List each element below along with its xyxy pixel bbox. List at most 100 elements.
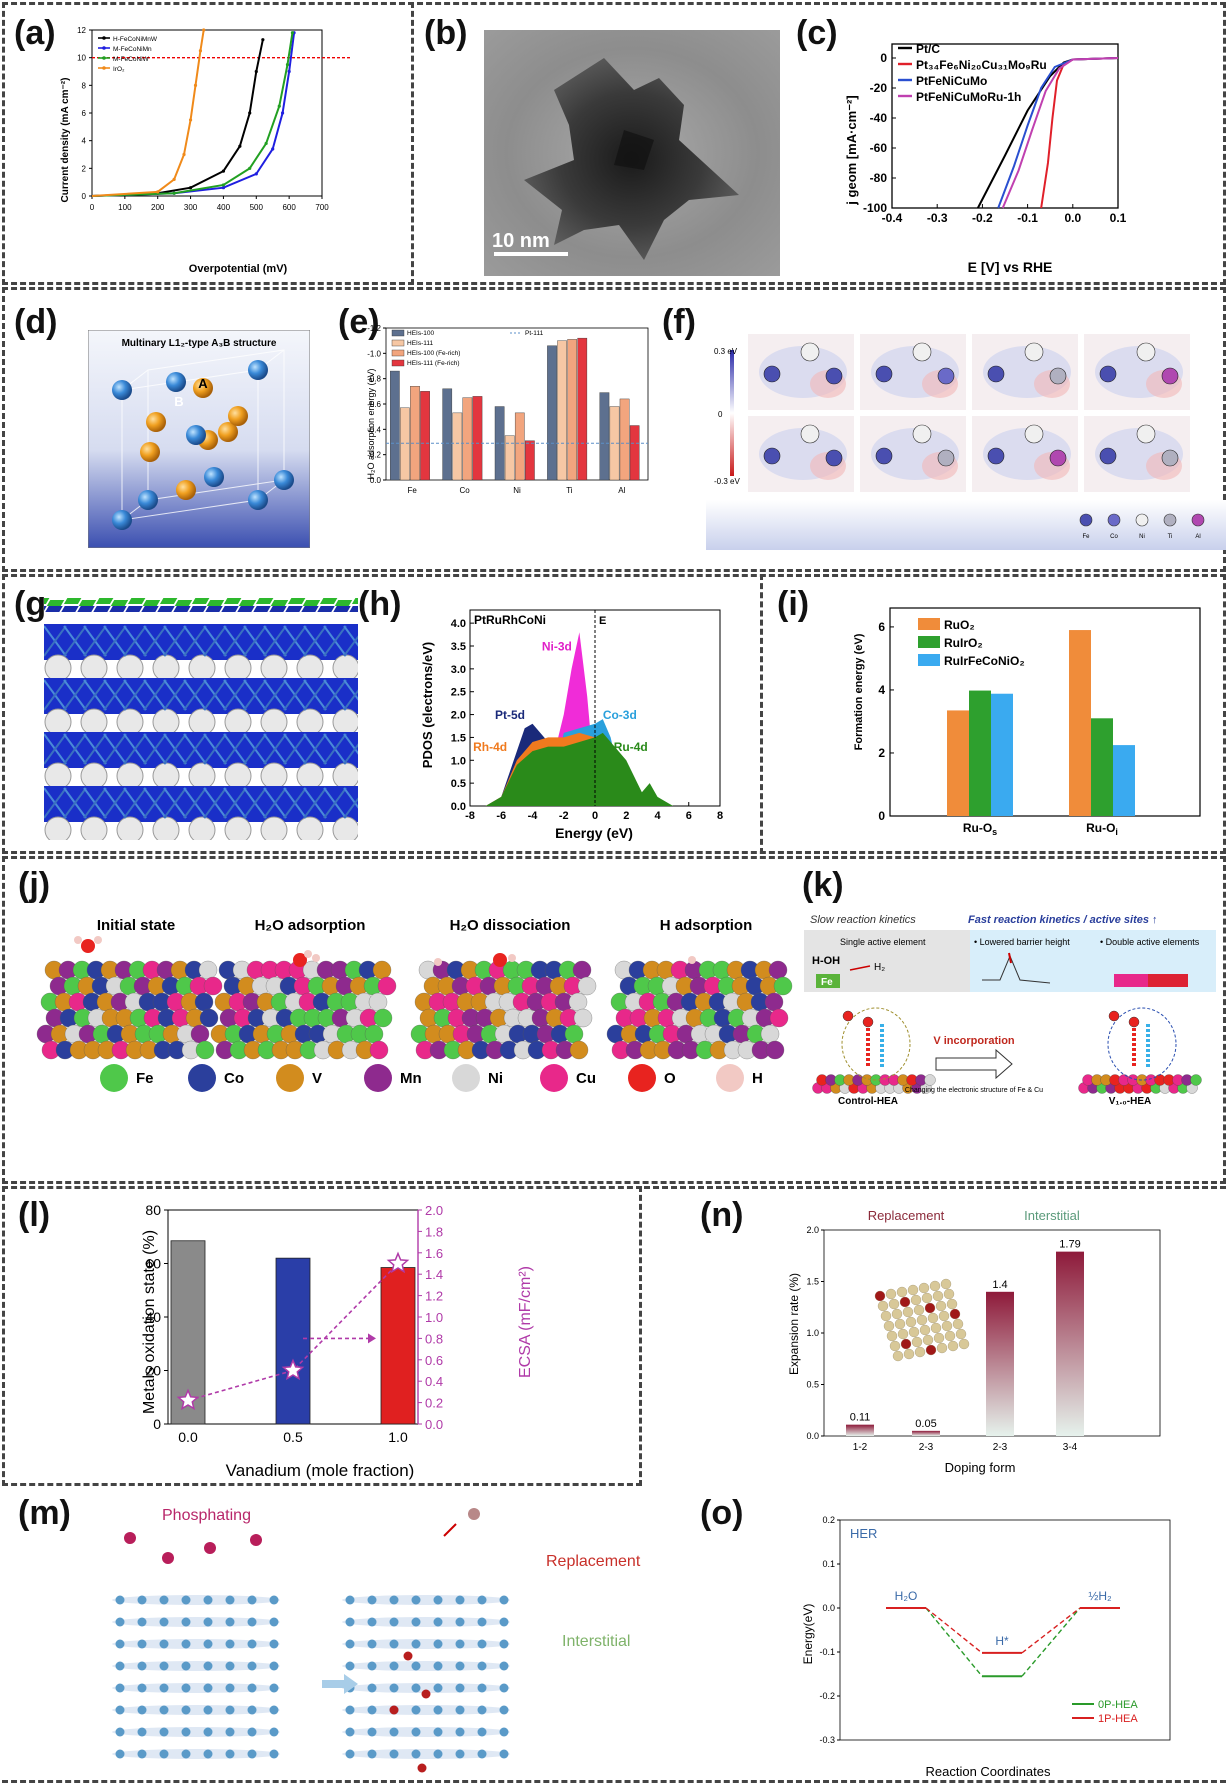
lattice-atom <box>225 1705 235 1715</box>
atom <box>1161 367 1179 385</box>
x-tick-label: 400 <box>217 203 231 212</box>
surface-atom <box>223 598 242 604</box>
lattice-atom <box>203 1683 213 1693</box>
atom-a <box>146 412 166 432</box>
atom-white <box>152 816 180 840</box>
lattice-atom <box>411 1749 421 1759</box>
legend-label: O <box>664 1070 676 1087</box>
lattice-atom <box>181 1639 191 1649</box>
atom-white <box>224 654 252 682</box>
replaced-atom <box>468 1508 480 1520</box>
legend-label: M-FeCoNiW <box>113 56 150 63</box>
lattice-atom <box>247 1595 257 1605</box>
lattice-atom <box>247 1683 257 1693</box>
lattice-plane <box>112 1661 280 1671</box>
y-tick-label: 2.0 <box>451 710 466 722</box>
lattice-atom <box>203 1727 213 1737</box>
surface-atom <box>221 606 239 612</box>
data-point <box>182 152 186 157</box>
lattice-atom <box>455 1661 465 1671</box>
bond <box>143 787 167 819</box>
y2-tick-label: 0.8 <box>425 1331 443 1346</box>
legend-atom-H <box>716 1064 744 1092</box>
panel-label-n: (n) <box>700 1196 744 1234</box>
bar-Ti-0 <box>547 345 557 481</box>
lattice-atom <box>345 1639 355 1649</box>
bond <box>44 733 67 765</box>
lattice-atom <box>367 1595 377 1605</box>
atom-white <box>116 762 144 790</box>
lattice-atom <box>137 1727 147 1737</box>
surface-atom <box>141 606 159 612</box>
legend-label: H-FeCoNiMnW <box>113 36 158 43</box>
legend-label: IrO₂ <box>113 66 125 73</box>
lattice-atom <box>159 1595 169 1605</box>
cube-atom <box>889 1340 901 1352</box>
atom <box>825 449 843 467</box>
atom-white <box>332 654 358 682</box>
data-point <box>248 166 252 170</box>
cube-atom <box>941 1320 953 1332</box>
lattice-atom <box>181 1617 191 1627</box>
legend-swatch <box>918 636 940 648</box>
bar-Ti-2 <box>567 339 578 481</box>
cube-atom <box>949 1308 961 1320</box>
surface-atom <box>237 606 255 612</box>
lattice-atom <box>269 1749 279 1759</box>
control-hea: Control-HEA <box>838 1096 898 1107</box>
atom-white <box>296 708 324 736</box>
bar-Co-1 <box>452 412 463 481</box>
v10-hea: V₁.₀-HEA <box>1109 1096 1152 1107</box>
y-tick-label: 0.0 <box>451 801 466 813</box>
hydrogen-atom <box>434 958 442 966</box>
legend-label: PtFeNiCuMo <box>916 74 987 88</box>
data-point <box>248 111 252 115</box>
x-tick-label: 1-2 <box>853 1442 868 1453</box>
bar-3 <box>1056 1251 1084 1436</box>
atom-white <box>332 762 358 790</box>
lattice-plane <box>112 1683 280 1693</box>
surface-atom <box>157 606 175 612</box>
y-tick-label: 0.0 <box>806 1431 819 1441</box>
cube-atom <box>888 1298 900 1310</box>
y-tick-label: 40 <box>145 1309 161 1325</box>
atom <box>875 447 893 465</box>
bond <box>63 625 87 657</box>
cube-atom <box>916 1314 928 1326</box>
bond <box>223 733 247 765</box>
atom <box>800 342 820 362</box>
dopant-atom <box>421 1689 431 1699</box>
surface-atom <box>255 598 274 604</box>
panel-label-m: (m) <box>18 1494 71 1532</box>
slab-atom <box>760 1024 780 1044</box>
bond <box>243 625 267 657</box>
cube-atom <box>905 1316 917 1328</box>
phosphorus-atom <box>204 1542 216 1554</box>
slab-atom <box>190 1024 210 1044</box>
bond <box>263 733 287 765</box>
lattice-atom <box>269 1617 279 1627</box>
bond <box>283 679 307 711</box>
legend-swatch <box>391 339 405 347</box>
slab-atom <box>377 976 397 996</box>
lattice-atom <box>269 1661 279 1671</box>
subscript: i <box>1115 827 1118 837</box>
atom <box>875 365 893 383</box>
legend-label: Fe <box>1082 534 1090 540</box>
bar-Al-0 <box>599 392 610 481</box>
panel-label-l: (l) <box>18 1196 51 1234</box>
series-label: Ni-3d <box>542 640 572 654</box>
y-tick-label: -0.8 <box>367 375 381 384</box>
lattice-atom <box>411 1639 421 1649</box>
x-tick-label: 0.5 <box>283 1429 303 1445</box>
surface-atom <box>317 606 335 612</box>
bond <box>283 733 307 765</box>
slab-atom <box>573 1008 593 1028</box>
cube-atom <box>930 1322 942 1334</box>
panel-label-b: (b) <box>424 14 468 52</box>
legend-label: Cu <box>576 1070 596 1087</box>
state-label: H₂O <box>895 1589 918 1603</box>
legend-label: Ni <box>488 1070 503 1087</box>
panel-label-j: (j) <box>18 866 51 904</box>
legend-label: HEIs-100 (Fe-rich) <box>407 350 460 357</box>
